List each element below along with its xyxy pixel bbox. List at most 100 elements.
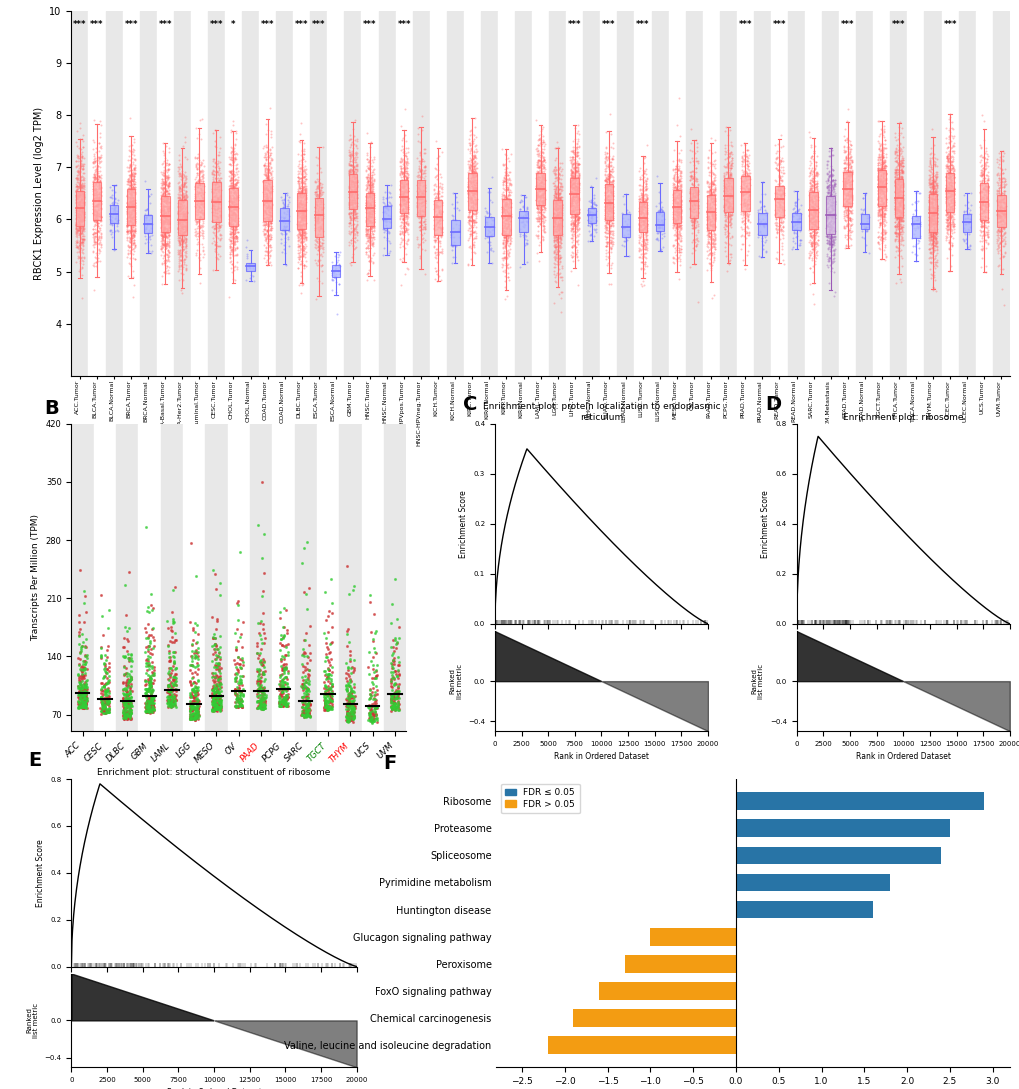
- Point: [230, 698, 247, 715]
- Point: [391, 181, 408, 198]
- Point: [75, 149, 92, 167]
- Point: [261, 225, 277, 243]
- Point: [874, 180, 891, 197]
- Point: [923, 245, 940, 262]
- Point: [417, 171, 433, 188]
- Point: [195, 242, 211, 259]
- Point: [940, 199, 956, 217]
- Point: [875, 200, 892, 218]
- Point: [178, 209, 195, 227]
- Point: [375, 210, 391, 228]
- Point: [125, 195, 142, 212]
- Point: [346, 194, 363, 211]
- Point: [668, 203, 685, 220]
- Point: [567, 131, 583, 148]
- Point: [938, 216, 955, 233]
- Point: [138, 696, 154, 713]
- Point: [344, 173, 361, 191]
- Point: [320, 665, 336, 683]
- Point: [175, 166, 192, 183]
- Point: [274, 211, 290, 229]
- Point: [665, 213, 682, 231]
- Point: [362, 182, 378, 199]
- Point: [704, 215, 720, 232]
- Point: [699, 196, 715, 213]
- Point: [72, 119, 89, 136]
- Point: [700, 194, 716, 211]
- Point: [944, 148, 960, 166]
- Bar: [962, 213, 970, 232]
- Point: [154, 208, 170, 225]
- Bar: [770, 11, 788, 376]
- Point: [172, 218, 189, 235]
- Point: [205, 701, 221, 719]
- Point: [837, 198, 853, 216]
- Point: [126, 221, 143, 238]
- Point: [466, 194, 482, 211]
- Point: [259, 199, 275, 217]
- Point: [705, 235, 721, 253]
- Point: [887, 163, 903, 181]
- Point: [501, 207, 518, 224]
- Point: [207, 193, 223, 210]
- Point: [122, 167, 139, 184]
- Point: [564, 199, 580, 217]
- Point: [234, 693, 251, 710]
- Point: [412, 172, 428, 189]
- Point: [229, 174, 246, 192]
- Point: [274, 662, 290, 680]
- Point: [530, 197, 546, 215]
- Point: [672, 171, 688, 188]
- Point: [209, 697, 225, 714]
- Point: [921, 222, 937, 240]
- Point: [638, 178, 654, 195]
- Point: [226, 224, 243, 242]
- Point: [530, 198, 546, 216]
- Point: [123, 227, 140, 244]
- Point: [154, 225, 170, 243]
- Point: [925, 178, 942, 195]
- Point: [551, 184, 568, 201]
- Point: [398, 171, 415, 188]
- Point: [359, 205, 375, 222]
- Point: [428, 185, 444, 203]
- Point: [413, 184, 429, 201]
- Point: [937, 168, 954, 185]
- Point: [77, 696, 94, 713]
- Point: [974, 222, 990, 240]
- Point: [291, 193, 308, 210]
- Point: [122, 195, 139, 212]
- Point: [161, 185, 177, 203]
- Point: [117, 617, 133, 635]
- Point: [552, 225, 569, 243]
- Point: [341, 186, 358, 204]
- Point: [416, 208, 432, 225]
- Point: [73, 643, 90, 660]
- Point: [385, 689, 401, 707]
- Point: [89, 160, 105, 178]
- Point: [978, 218, 995, 235]
- Point: [602, 201, 619, 219]
- Point: [348, 223, 365, 241]
- Point: [825, 205, 842, 222]
- Point: [570, 180, 586, 197]
- Point: [75, 193, 92, 210]
- Point: [924, 164, 941, 182]
- Point: [165, 670, 181, 687]
- Point: [251, 660, 267, 677]
- Point: [803, 164, 819, 182]
- Point: [291, 219, 308, 236]
- Point: [122, 230, 139, 247]
- Point: [97, 682, 113, 699]
- Point: [206, 220, 222, 237]
- Point: [290, 204, 307, 221]
- Point: [824, 178, 841, 195]
- Point: [893, 173, 909, 191]
- Point: [412, 247, 428, 265]
- Point: [254, 635, 270, 652]
- Point: [227, 175, 244, 193]
- Point: [892, 179, 908, 196]
- Point: [512, 208, 528, 225]
- Point: [160, 261, 176, 279]
- Point: [597, 188, 613, 206]
